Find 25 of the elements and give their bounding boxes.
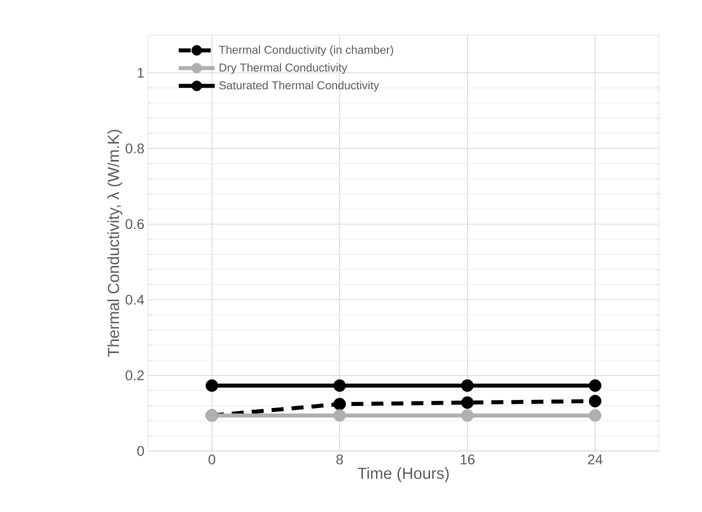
point	[588, 394, 602, 408]
point	[333, 379, 346, 392]
y-tick-label: 1	[138, 68, 144, 78]
y-tick-label: 0.6	[126, 219, 144, 230]
point	[333, 409, 346, 422]
y-tick-label: 0	[137, 446, 144, 456]
y-axis-title: Thermal Conductivity, λ (W/m.K)	[107, 130, 122, 357]
point	[461, 396, 474, 409]
legend-label: Saturated Thermal Conductivity	[219, 80, 380, 92]
point	[333, 398, 346, 410]
x-tick-label: 16	[460, 454, 475, 464]
point	[206, 379, 218, 392]
legend-label: Thermal Conductivity (in chamber)	[218, 45, 394, 56]
x-tick-label: 8	[336, 454, 343, 464]
y-tick-label: 0.8	[126, 144, 144, 154]
point	[588, 379, 602, 392]
point	[588, 409, 602, 422]
x-tick-label: 0	[208, 454, 216, 464]
y-tick-label: 0.2	[126, 370, 144, 380]
x-tick-label: 24	[588, 454, 602, 464]
legend-label: Dry Thermal Conductivity	[220, 63, 348, 74]
y-tick-label: 0.4	[126, 294, 144, 305]
point	[461, 379, 474, 392]
point	[461, 409, 474, 422]
x-axis-title: Time (Hours)	[358, 467, 449, 482]
